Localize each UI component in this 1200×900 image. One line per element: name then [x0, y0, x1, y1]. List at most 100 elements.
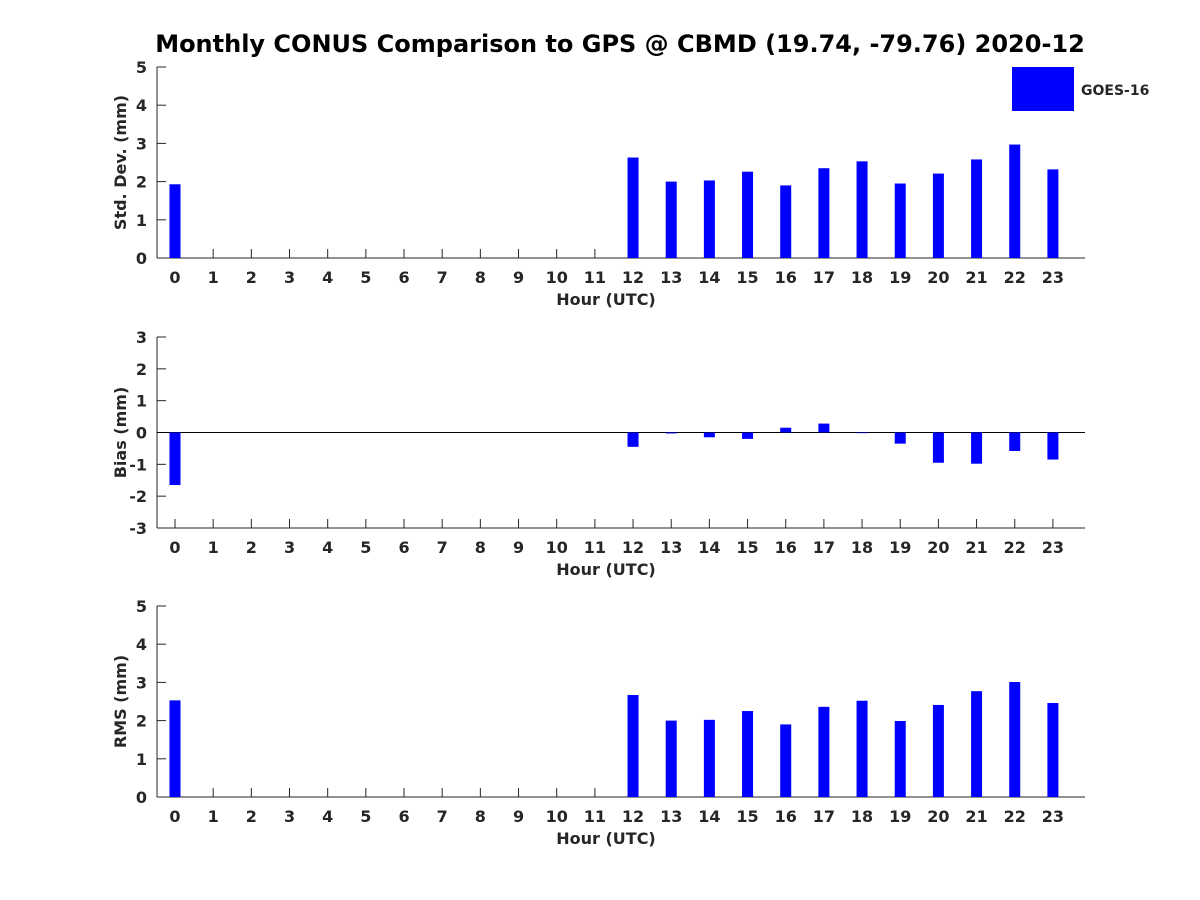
x-tick-label: 21: [965, 807, 987, 826]
y-tick-label: -3: [129, 519, 147, 538]
x-tick-label: 7: [437, 268, 448, 287]
bar: [780, 427, 792, 433]
x-tick-label: 6: [398, 538, 409, 557]
x-tick-label: 0: [169, 807, 180, 826]
bar: [1047, 703, 1059, 797]
x-tick-label: 3: [284, 268, 295, 287]
x-tick-label: 18: [851, 268, 873, 287]
bar: [169, 432, 181, 486]
x-tick-label: 6: [398, 807, 409, 826]
x-tick-label: 13: [660, 538, 682, 557]
bar: [1009, 144, 1021, 258]
y-tick-label: 2: [136, 712, 147, 731]
x-tick-label: 10: [546, 538, 568, 557]
x-tick-label: 10: [546, 807, 568, 826]
x-tick-label: 15: [736, 268, 758, 287]
x-tick-label: 7: [437, 538, 448, 557]
x-tick-label: 23: [1042, 538, 1064, 557]
x-tick-label: 22: [1004, 268, 1026, 287]
y-tick-label: 3: [136, 673, 147, 692]
bar: [742, 711, 754, 797]
x-tick-label: 9: [513, 807, 524, 826]
bar: [780, 185, 792, 258]
x-tick-label: 20: [927, 807, 949, 826]
bar: [703, 180, 715, 258]
x-tick-label: 16: [775, 807, 797, 826]
x-tick-label: 2: [246, 538, 257, 557]
x-tick-label: 12: [622, 268, 644, 287]
legend-label: GOES-16: [1081, 83, 1149, 99]
bar: [971, 159, 983, 258]
x-tick-label: 12: [622, 807, 644, 826]
x-tick-label: 2: [246, 807, 257, 826]
y-tick-label: 0: [136, 249, 147, 268]
x-tick-label: 13: [660, 268, 682, 287]
x-tick-label: 10: [546, 268, 568, 287]
x-tick-label: 16: [775, 268, 797, 287]
y-tick-label: 3: [136, 134, 147, 153]
x-tick-label: 4: [322, 807, 333, 826]
bar: [856, 161, 868, 258]
x-tick-label: 7: [437, 807, 448, 826]
y-tick-label: 1: [136, 750, 147, 769]
x-tick-label: 3: [284, 807, 295, 826]
x-tick-label: 0: [169, 538, 180, 557]
bar: [742, 171, 754, 258]
x-tick-label: 9: [513, 538, 524, 557]
bar: [665, 432, 677, 434]
x-axis-label: Hour (UTC): [556, 290, 656, 309]
x-tick-label: 6: [398, 268, 409, 287]
y-tick-label: 4: [136, 635, 147, 654]
x-tick-label: 5: [360, 538, 371, 557]
bar: [818, 423, 830, 433]
bar: [894, 432, 906, 444]
x-tick-label: 18: [851, 807, 873, 826]
bar: [818, 168, 830, 258]
x-tick-label: 20: [927, 538, 949, 557]
y-tick-label: -1: [129, 455, 147, 474]
bar: [856, 432, 868, 434]
x-tick-label: 11: [584, 538, 606, 557]
x-tick-label: 0: [169, 268, 180, 287]
x-tick-label: 14: [698, 268, 720, 287]
x-tick-label: 22: [1004, 807, 1026, 826]
x-tick-label: 3: [284, 538, 295, 557]
x-tick-label: 8: [475, 807, 486, 826]
x-tick-label: 11: [584, 807, 606, 826]
y-axis-label: Std. Dev. (mm): [111, 95, 130, 230]
x-tick-label: 11: [584, 268, 606, 287]
bar: [932, 432, 944, 463]
bar: [627, 695, 639, 797]
x-tick-label: 21: [965, 538, 987, 557]
bar: [703, 719, 715, 797]
bar: [780, 724, 792, 797]
y-tick-label: -2: [129, 487, 147, 506]
x-tick-label: 8: [475, 268, 486, 287]
x-tick-label: 16: [775, 538, 797, 557]
x-tick-label: 5: [360, 807, 371, 826]
x-tick-label: 23: [1042, 807, 1064, 826]
x-tick-label: 19: [889, 538, 911, 557]
x-tick-label: 9: [513, 268, 524, 287]
x-tick-label: 1: [208, 538, 219, 557]
bar: [169, 700, 181, 797]
bar: [971, 691, 983, 797]
chart-title: Monthly CONUS Comparison to GPS @ CBMD (…: [155, 30, 1085, 58]
bar: [932, 704, 944, 797]
bar: [1047, 432, 1059, 460]
bar: [665, 720, 677, 797]
x-tick-label: 5: [360, 268, 371, 287]
bar: [627, 432, 639, 447]
x-tick-label: 19: [889, 268, 911, 287]
y-tick-label: 1: [136, 211, 147, 230]
x-tick-label: 8: [475, 538, 486, 557]
y-tick-label: 1: [136, 392, 147, 411]
x-tick-label: 23: [1042, 268, 1064, 287]
bar: [818, 706, 830, 797]
x-tick-label: 13: [660, 807, 682, 826]
bar: [703, 432, 715, 438]
